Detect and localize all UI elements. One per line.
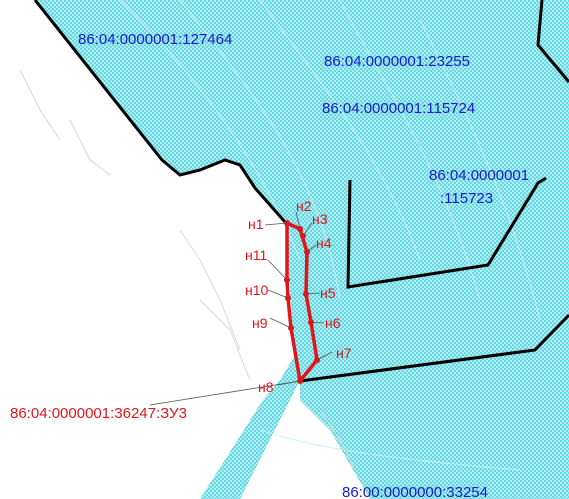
point-label-n8: н8 (258, 379, 274, 395)
label-new-parcel-id: 86:04:0000001:36247:ЗУ3 (10, 405, 187, 422)
label-parcel-127464: 86:04:0000001:127464 (78, 31, 232, 48)
water-zone-lower-right (300, 377, 569, 499)
parcel-boundaries (33, 0, 569, 383)
point-label-n2: н2 (296, 198, 312, 214)
boundary-115724-notch (346, 176, 547, 289)
point-label-n1: н1 (248, 216, 264, 232)
boundary-east (299, 313, 569, 383)
label-parcel-33254: 86:00:0000000:33254 (342, 484, 488, 499)
point-label-n5: н5 (320, 285, 336, 301)
boundary-top-right (536, 0, 569, 83)
point-leaders (149, 211, 333, 406)
label-parcel-23255: 86:04:0000001:23255 (324, 53, 470, 70)
point-label-n6: н6 (325, 315, 341, 331)
water-zone-upper (35, 0, 569, 499)
label-parcel-115723-line2: :115723 (440, 190, 493, 207)
point-label-n3: н3 (312, 211, 328, 227)
point-label-n11: н11 (245, 247, 267, 263)
point-label-n10: н10 (245, 282, 269, 298)
new-parcel-zu3 (149, 211, 333, 406)
boundary-127464 (33, 0, 287, 223)
point-label-n9: н9 (252, 315, 268, 331)
label-parcel-115724: 86:04:0000001:115724 (322, 100, 475, 117)
terrain-hints (19, 69, 356, 471)
label-parcel-115723-line1: 86:04:0000001 (429, 167, 529, 184)
point-label-n4: н4 (316, 235, 332, 251)
point-label-n7: н7 (336, 345, 352, 361)
